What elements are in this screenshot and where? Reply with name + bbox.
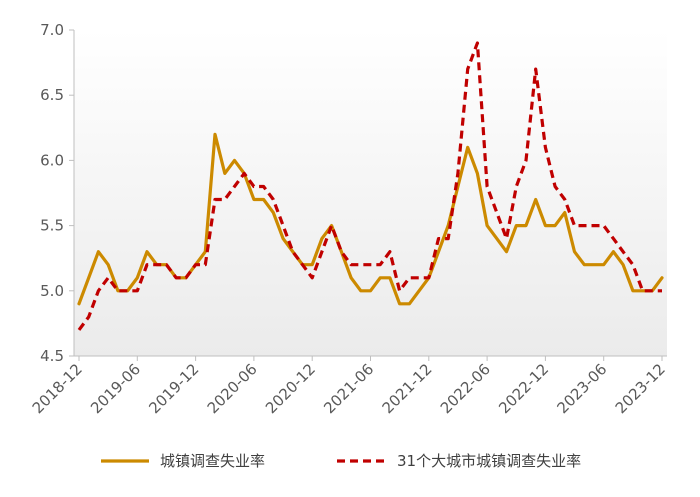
y-tick-label: 6.5	[40, 86, 64, 104]
y-tick-label: 6.0	[40, 151, 64, 169]
legend-label: 城镇调查失业率	[160, 452, 265, 470]
y-tick-label: 7.0	[40, 21, 64, 39]
y-tick-label: 5.0	[40, 282, 64, 300]
x-tick-label: 2022-06	[437, 360, 494, 417]
x-tick-label: 2019-06	[87, 360, 144, 417]
legend-label: 31个大城市城镇调查失业率	[397, 452, 581, 470]
x-tick-label: 2021-06	[320, 360, 377, 417]
legend: 城镇调查失业率 31个大城市城镇调查失业率	[101, 452, 581, 470]
x-tick-label: 2020-12	[262, 360, 319, 417]
y-tick-label: 4.5	[40, 347, 64, 365]
series-line-31-cities-unemployment	[77, 41, 662, 331]
series-layer	[77, 41, 664, 331]
x-tick-label: 2022-12	[495, 360, 552, 417]
x-tick-label: 2021-12	[379, 360, 436, 417]
x-tick-label: 2023-06	[553, 360, 610, 417]
y-tick-label: 5.5	[40, 217, 64, 235]
plot-area	[74, 30, 667, 356]
x-tick-label: 2018-12	[29, 360, 86, 417]
x-tick-label: 2019-12	[145, 360, 202, 417]
x-tick-label: 2020-06	[204, 360, 261, 417]
x-tick-label: 2023-12	[612, 360, 669, 417]
